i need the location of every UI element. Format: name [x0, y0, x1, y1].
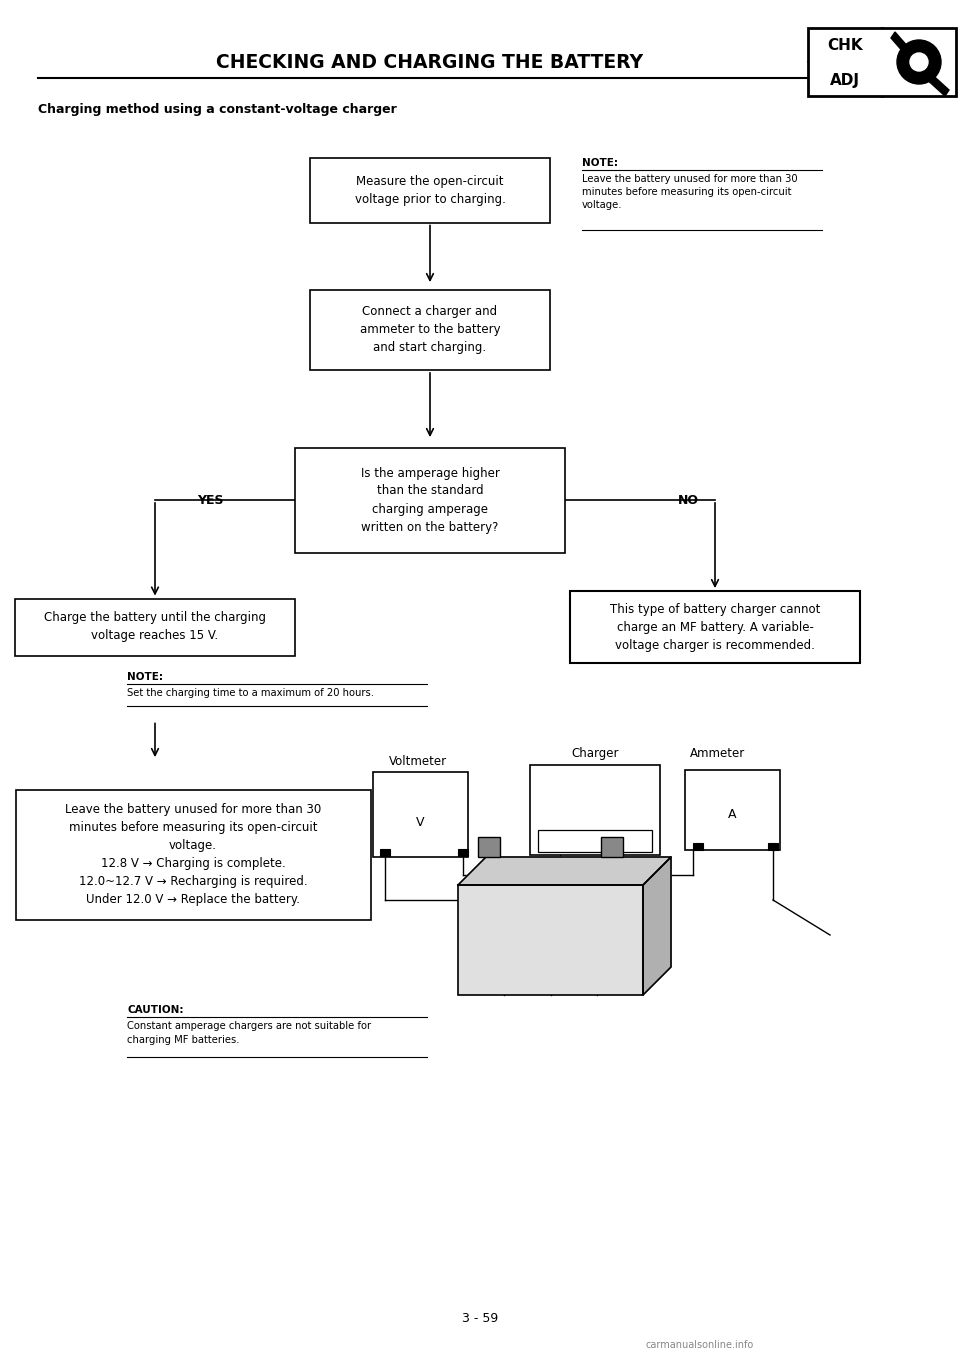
Text: NOTE:: NOTE:: [582, 158, 618, 168]
Bar: [373, 771, 468, 857]
Bar: [380, 849, 390, 856]
Text: ADJ: ADJ: [830, 72, 860, 87]
Text: Measure the open-circuit
voltage prior to charging.: Measure the open-circuit voltage prior t…: [354, 174, 505, 205]
Bar: [808, 29, 956, 96]
Text: V: V: [416, 816, 424, 830]
Text: Charger: Charger: [571, 747, 619, 760]
Bar: [693, 843, 703, 850]
Bar: [310, 158, 550, 223]
Text: Leave the battery unused for more than 30
minutes before measuring its open-circ: Leave the battery unused for more than 3…: [582, 174, 798, 210]
Bar: [458, 885, 643, 995]
Polygon shape: [923, 71, 949, 96]
Bar: [295, 448, 565, 553]
Bar: [530, 765, 660, 856]
Polygon shape: [643, 857, 671, 995]
Text: CHECKING AND CHARGING THE BATTERY: CHECKING AND CHARGING THE BATTERY: [216, 53, 643, 72]
Text: Charge the battery until the charging
voltage reaches 15 V.: Charge the battery until the charging vo…: [44, 611, 266, 642]
Text: Connect a charger and
ammeter to the battery
and start charging.: Connect a charger and ammeter to the bat…: [360, 306, 500, 354]
Text: NOTE:: NOTE:: [127, 672, 163, 682]
Bar: [570, 591, 860, 663]
Bar: [538, 830, 652, 851]
Text: CHK: CHK: [828, 38, 863, 53]
Bar: [768, 843, 778, 850]
Circle shape: [897, 39, 941, 84]
Bar: [310, 291, 550, 369]
Bar: [478, 837, 500, 857]
Text: Is the amperage higher
than the standard
charging amperage
written on the batter: Is the amperage higher than the standard…: [361, 467, 499, 534]
Text: YES: YES: [197, 493, 224, 507]
Circle shape: [910, 53, 928, 71]
Text: Leave the battery unused for more than 30
minutes before measuring its open-circ: Leave the battery unused for more than 3…: [65, 804, 322, 907]
Text: Charging method using a constant-voltage charger: Charging method using a constant-voltage…: [38, 103, 396, 115]
Text: A: A: [728, 808, 736, 822]
Text: Set the charging time to a maximum of 20 hours.: Set the charging time to a maximum of 20…: [127, 689, 374, 698]
Text: CAUTION:: CAUTION:: [127, 1005, 183, 1014]
Bar: [685, 770, 780, 850]
Text: 3 - 59: 3 - 59: [462, 1312, 498, 1324]
Polygon shape: [891, 33, 909, 54]
Polygon shape: [458, 857, 671, 885]
Text: carmanualsonline.info: carmanualsonline.info: [646, 1340, 755, 1350]
Text: NO: NO: [678, 493, 699, 507]
Bar: [15, 599, 295, 656]
Bar: [15, 790, 371, 919]
Bar: [458, 849, 468, 856]
Text: Voltmeter: Voltmeter: [389, 755, 447, 769]
Bar: [601, 837, 623, 857]
Text: This type of battery charger cannot
charge an MF battery. A variable-
voltage ch: This type of battery charger cannot char…: [610, 603, 820, 652]
Text: Ammeter: Ammeter: [690, 747, 745, 760]
Text: Constant amperage chargers are not suitable for
charging MF batteries.: Constant amperage chargers are not suita…: [127, 1021, 372, 1046]
